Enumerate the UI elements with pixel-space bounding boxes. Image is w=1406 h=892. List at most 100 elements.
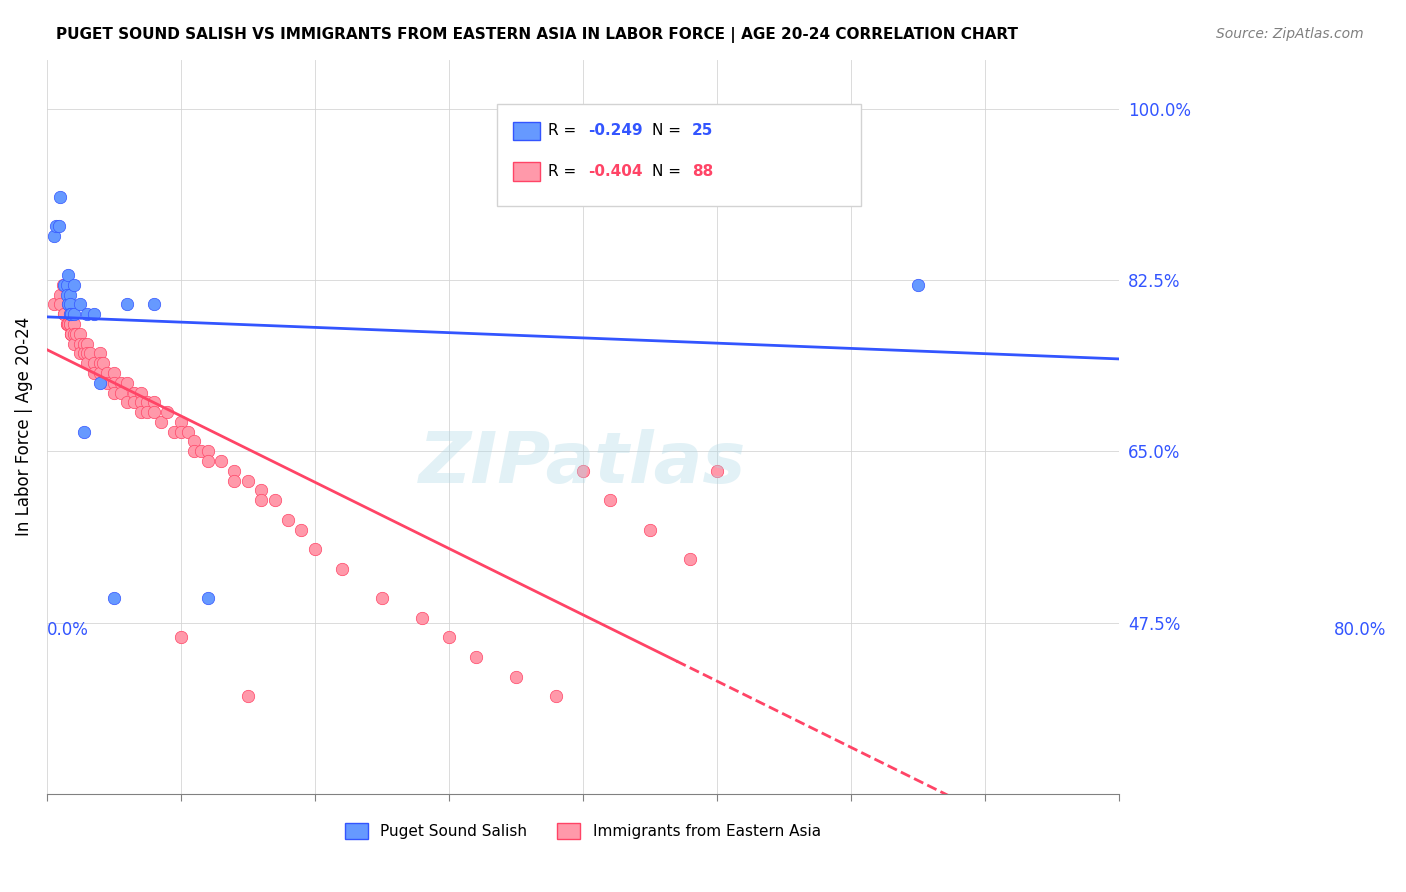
Point [83, 307, 105, 321]
Point [62, 336, 84, 351]
Point [76, 356, 98, 370]
Point [129, 385, 152, 400]
Point [156, 405, 179, 419]
Point [117, 395, 139, 409]
Point [706, 464, 728, 478]
Point [52, 277, 75, 292]
Point [42, 228, 65, 243]
Point [136, 395, 159, 409]
Point [263, 493, 285, 508]
Text: 80.0%: 80.0% [1334, 622, 1386, 640]
Text: R =: R = [548, 123, 582, 138]
Point [103, 591, 125, 606]
Point [59, 317, 82, 331]
FancyBboxPatch shape [496, 103, 862, 206]
Point [73, 336, 96, 351]
Point [58, 297, 80, 311]
Point [197, 444, 219, 458]
Point [290, 523, 312, 537]
Point [197, 591, 219, 606]
Point [69, 346, 91, 360]
Point [122, 395, 145, 409]
Point [59, 287, 82, 301]
Point [136, 405, 159, 419]
Point [411, 611, 433, 625]
Point [69, 297, 91, 311]
Point [638, 523, 661, 537]
Text: -0.249: -0.249 [588, 123, 643, 138]
Text: N =: N = [652, 123, 686, 138]
Point [48, 219, 70, 233]
Point [96, 366, 118, 380]
Point [45, 219, 67, 233]
Point [49, 297, 72, 311]
Legend: Puget Sound Salish, Immigrants from Eastern Asia: Puget Sound Salish, Immigrants from East… [339, 817, 827, 845]
Point [544, 689, 567, 703]
Point [330, 562, 353, 576]
Point [89, 346, 111, 360]
Point [56, 287, 79, 301]
Point [89, 356, 111, 370]
Point [53, 277, 76, 292]
Point [143, 297, 166, 311]
Point [143, 405, 166, 419]
Text: 88: 88 [692, 164, 713, 178]
Point [505, 669, 527, 683]
Point [53, 307, 76, 321]
Point [163, 425, 186, 439]
FancyBboxPatch shape [513, 162, 540, 181]
Y-axis label: In Labor Force | Age 20-24: In Labor Force | Age 20-24 [15, 318, 32, 536]
Point [170, 425, 193, 439]
Point [59, 297, 82, 311]
Text: 0.0%: 0.0% [46, 622, 89, 640]
Point [79, 346, 101, 360]
Point [277, 513, 299, 527]
Point [59, 317, 82, 331]
Point [49, 287, 72, 301]
Point [250, 483, 273, 498]
Text: R =: R = [548, 164, 582, 178]
Text: ZIPatlas: ZIPatlas [419, 429, 747, 498]
Point [59, 326, 82, 341]
Point [437, 631, 460, 645]
Point [59, 326, 82, 341]
Point [183, 444, 205, 458]
Point [110, 385, 132, 400]
Point [62, 307, 84, 321]
Point [571, 464, 593, 478]
Point [62, 317, 84, 331]
Point [170, 631, 193, 645]
Point [83, 356, 105, 370]
Point [304, 542, 326, 557]
Text: -0.404: -0.404 [588, 164, 643, 178]
Point [236, 689, 259, 703]
Point [89, 366, 111, 380]
Point [599, 493, 621, 508]
Point [143, 395, 166, 409]
Text: Source: ZipAtlas.com: Source: ZipAtlas.com [1216, 27, 1364, 41]
Point [53, 307, 76, 321]
Point [117, 297, 139, 311]
Point [679, 552, 702, 566]
Point [69, 336, 91, 351]
Point [224, 474, 246, 488]
Point [103, 376, 125, 390]
Point [58, 297, 80, 311]
Point [49, 190, 72, 204]
Point [56, 317, 79, 331]
Point [62, 277, 84, 292]
Point [224, 464, 246, 478]
Point [76, 346, 98, 360]
Point [110, 376, 132, 390]
Point [91, 356, 114, 370]
Point [42, 297, 65, 311]
Point [183, 434, 205, 449]
Point [58, 317, 80, 331]
Point [907, 277, 929, 292]
Point [69, 326, 91, 341]
FancyBboxPatch shape [513, 122, 540, 140]
Point [56, 277, 79, 292]
Point [103, 366, 125, 380]
Point [190, 444, 212, 458]
Point [62, 326, 84, 341]
